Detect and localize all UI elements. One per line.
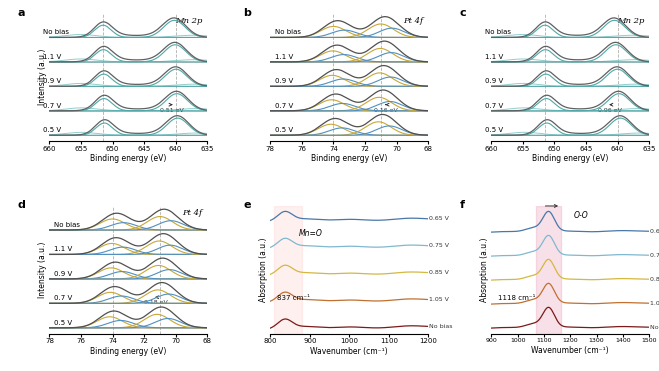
Text: 1118 cm⁻¹: 1118 cm⁻¹ <box>498 295 535 301</box>
Text: 0.5 V: 0.5 V <box>275 127 293 133</box>
Text: Mn 2p: Mn 2p <box>617 17 645 25</box>
Text: No bias: No bias <box>54 222 80 228</box>
Text: O-O: O-O <box>573 211 588 220</box>
Text: 0.7 V: 0.7 V <box>54 295 72 301</box>
Text: 0.9 V: 0.9 V <box>54 271 72 277</box>
Text: 0.9 V: 0.9 V <box>485 78 503 84</box>
Text: 0.7 V: 0.7 V <box>275 103 293 109</box>
Bar <box>274 206 302 334</box>
Y-axis label: Absorption (a.u.): Absorption (a.u.) <box>258 237 268 302</box>
Text: e: e <box>244 200 251 210</box>
Text: f: f <box>460 200 465 210</box>
Text: 0.7 V: 0.7 V <box>43 103 61 109</box>
Text: 0.85 V: 0.85 V <box>430 270 449 275</box>
Text: 1.05 V: 1.05 V <box>430 297 449 302</box>
Text: 0.65 V: 0.65 V <box>650 229 659 234</box>
Text: Pt 4f: Pt 4f <box>183 209 202 217</box>
Text: 0.5 V: 0.5 V <box>485 127 503 133</box>
Text: 0.5 V: 0.5 V <box>43 127 61 133</box>
Text: 0.65 V: 0.65 V <box>430 216 449 221</box>
Text: 0.75 V: 0.75 V <box>430 243 449 248</box>
X-axis label: Binding energy (eV): Binding energy (eV) <box>532 154 608 163</box>
Text: 0.51 eV: 0.51 eV <box>160 108 184 113</box>
Text: No bias: No bias <box>430 324 453 329</box>
Text: 0.85 V: 0.85 V <box>650 277 659 282</box>
Text: a: a <box>18 8 25 18</box>
Text: b: b <box>244 8 252 18</box>
Text: 837 cm⁻¹: 837 cm⁻¹ <box>277 295 310 301</box>
Text: Pt 4f: Pt 4f <box>403 17 424 25</box>
Y-axis label: Intensity (a.u.): Intensity (a.u.) <box>38 49 47 105</box>
Text: 1.1 V: 1.1 V <box>54 246 72 253</box>
Text: 0.7 V: 0.7 V <box>485 103 503 109</box>
Text: c: c <box>460 8 467 18</box>
Text: 0.5 V: 0.5 V <box>54 320 72 326</box>
Text: d: d <box>18 200 26 210</box>
Y-axis label: Intensity (a.u.): Intensity (a.u.) <box>38 242 47 298</box>
Bar <box>536 206 561 334</box>
Text: 0.75 V: 0.75 V <box>650 253 659 258</box>
Text: 0.9 V: 0.9 V <box>43 78 61 84</box>
Text: 1.1 V: 1.1 V <box>485 54 503 60</box>
X-axis label: Binding energy (eV): Binding energy (eV) <box>90 154 167 163</box>
Text: No bias: No bias <box>650 325 659 330</box>
Text: No bias: No bias <box>43 29 69 36</box>
Text: No bias: No bias <box>485 29 511 36</box>
Text: Mn=O: Mn=O <box>299 229 323 238</box>
X-axis label: Binding energy (eV): Binding energy (eV) <box>90 347 167 356</box>
X-axis label: Wavenumber (cm⁻¹): Wavenumber (cm⁻¹) <box>310 347 388 356</box>
Text: 0.96 eV: 0.96 eV <box>598 108 622 113</box>
Text: 1.05 V: 1.05 V <box>650 301 659 306</box>
Text: No bias: No bias <box>275 29 301 36</box>
X-axis label: Binding energy (eV): Binding energy (eV) <box>311 154 387 163</box>
Y-axis label: Absorption (a.u.): Absorption (a.u.) <box>480 237 488 302</box>
Text: 0.18 eV: 0.18 eV <box>144 301 168 305</box>
Text: Mn 2p: Mn 2p <box>175 17 202 25</box>
Text: 1.1 V: 1.1 V <box>275 54 293 60</box>
Text: 1.1 V: 1.1 V <box>43 54 61 60</box>
Text: 0.16 eV: 0.16 eV <box>374 108 397 113</box>
X-axis label: Wavenumber (cm⁻¹): Wavenumber (cm⁻¹) <box>531 346 609 355</box>
Text: 0.9 V: 0.9 V <box>275 78 293 84</box>
